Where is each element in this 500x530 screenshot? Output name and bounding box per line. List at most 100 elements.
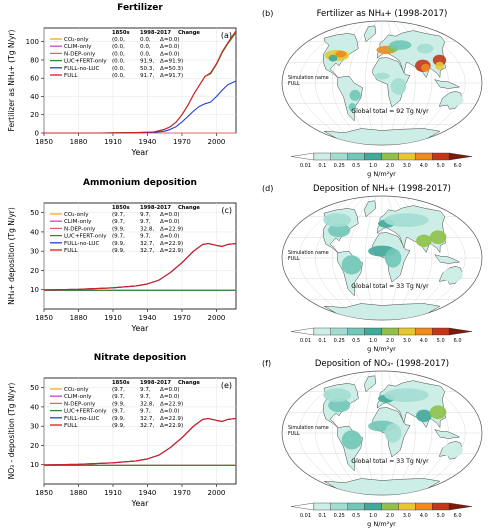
data-hotspot [416,409,432,422]
legend-change: Δ=22.9) [160,241,183,247]
x-tick-label: 1910 [104,314,122,322]
legend-label: CO₂-only [64,387,89,393]
colorbar-unit: g N/m²yr [367,345,396,353]
colorbar-tick-label: 0.1 [318,513,326,519]
colorbar-segment [347,327,365,336]
continent-greenland [364,25,377,43]
colorbar-segment [347,152,365,161]
x-axis-label: Year [131,324,150,333]
line-panel-1: Fertilizer 1850 1880 1910 1940 1970 2000 0 20 40 6… [7,3,237,157]
x-tick-label: 1970 [173,314,191,322]
x-tick-label: 2000 [208,489,226,497]
legend-change: Δ=0.0) [160,234,180,240]
data-hotspot [442,268,463,283]
y-tick-label: 20 [30,442,39,450]
data-hotspot [416,43,434,54]
legend-value-1998-2017: 0.0, [140,37,151,43]
x-tick-label: 1910 [104,489,122,497]
y-tick-label: 10 [30,461,39,469]
legend-value-1850s: (9.9, [112,416,125,422]
x-tick-label: 1970 [173,489,191,497]
longitude-line [365,21,377,145]
y-tick-label: 0 [35,130,39,138]
y-tick-label: 20 [30,111,39,119]
colorbar-unit: g N/m²yr [367,170,396,178]
legend-value-1998-2017: 0.0, [140,44,151,50]
colorbar-tick-label: 0.25 [334,163,345,169]
map-panel-2: Deposition of NH₄+ (1998-2017) (d) Simulat… [262,184,483,353]
table-header: 1850s [112,205,130,211]
simulation-label: Simulation name [288,75,329,81]
y-tick-label: 40 [30,93,39,101]
x-tick-label: 1880 [70,489,88,497]
legend-value-1998-2017: 9.7, [140,394,151,400]
legend-label: LUC+FERT-only [64,234,107,240]
map-title: Deposition of NO₃- (1998-2017) [315,359,449,369]
legend-value-1850s: (9.7, [112,219,125,225]
legend-label: CLIM-only [64,44,92,50]
legend-label: FULL-no-LUC [64,66,99,72]
panel-title: Ammonium deposition [83,178,197,188]
series-line-5 [43,242,237,291]
colorbar-segment [381,327,399,336]
colorbar-segment [415,502,433,511]
colorbar-tick-label: 0.25 [334,338,345,344]
data-hotspot [341,255,362,275]
legend-change: Δ=91.9) [160,59,183,65]
map-title: Fertilizer as NH₄+ (1998-2017) [317,9,448,19]
continent-indonesia [434,429,461,439]
colorbar-segment [330,502,348,511]
panel-letter: (e) [221,381,232,390]
legend-value-1850s: (0.0, [112,37,125,43]
colorbar-tick-label: 5.0 [437,163,445,169]
table-header: 1998-2017 [140,380,171,386]
colorbar-tick-label: 0.01 [300,163,311,169]
y-axis-label: NH₄+ deposition (Tg N/yr) [7,207,16,305]
continent-greenland [364,200,377,218]
data-hotspot [435,61,444,70]
colorbar-tick-label: 5.0 [437,513,445,519]
data-hotspot [328,54,338,62]
colorbar-segment [432,152,450,161]
legend-value-1998-2017: 91.9, [140,59,154,65]
y-tick-label: 100 [26,38,39,46]
map-panel-3: Deposition of NO₃- (1998-2017) (f) Simulat… [262,359,483,528]
table-header: Change [178,205,200,211]
colorbar-segment [381,152,399,161]
continent-antarctica [323,303,441,320]
legend-label: LUC+FERT-only [64,409,107,415]
map-body [282,371,482,495]
x-tick-label: 1910 [104,138,122,146]
y-tick-label: 50 [30,384,39,392]
data-hotspot [447,94,464,106]
global-total: Global total = 33 Tg N/yr [351,458,429,465]
continent-greenland [364,375,377,393]
colorbar-tick-label: 1.0 [369,163,377,169]
x-tick-label: 2000 [208,314,226,322]
legend-change: Δ=22.9) [160,401,183,407]
legend-value-1850s: (9.7, [112,394,125,400]
legend-value-1998-2017: 9.7, [140,409,151,415]
data-hotspot [349,89,361,101]
colorbar-segment [330,327,348,336]
legend-value-1850s: (0.0, [112,66,125,72]
legend-change: Δ=0.0) [160,219,180,225]
colorbar-tick-label: 0.5 [352,513,360,519]
continent-antarctica [323,128,441,145]
colorbar-segment [448,502,473,511]
colorbar-tick-label: 0.5 [352,163,360,169]
x-tick-label: 1850 [35,138,53,146]
x-tick-label: 1970 [173,138,191,146]
table-header: Change [178,30,200,36]
data-hotspot [384,388,429,402]
panel-title: Nitrate deposition [94,353,187,363]
colorbar-segment [398,327,416,336]
colorbar-tick-label: 2.0 [386,513,394,519]
panel-title: Fertilizer [117,3,163,13]
legend-value-1998-2017: 9.7, [140,219,151,225]
table-header: 1998-2017 [140,30,171,36]
legend-value-1850s: (9.7, [112,234,125,240]
x-tick-label: 1850 [35,314,53,322]
data-hotspot [323,213,352,228]
data-hotspot [374,72,390,80]
